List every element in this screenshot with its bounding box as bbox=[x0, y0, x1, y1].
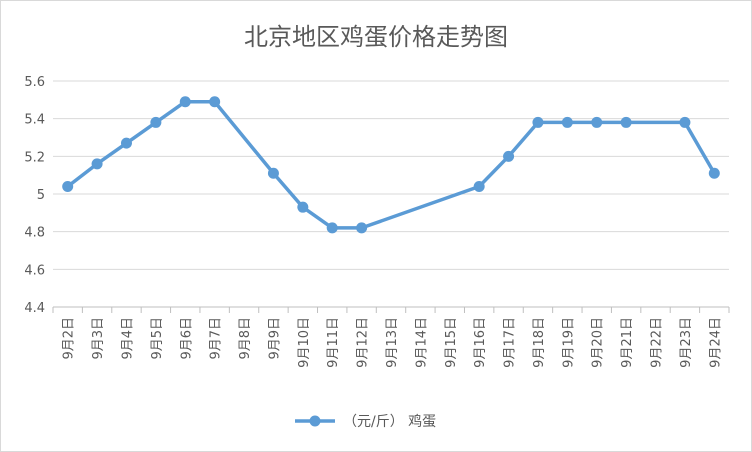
x-tick-label: 9月11日 bbox=[326, 317, 341, 368]
y-tick-label: 4.8 bbox=[24, 226, 45, 241]
y-tick-label: 4.4 bbox=[24, 301, 45, 316]
x-tick-label: 9月14日 bbox=[414, 317, 429, 368]
legend-marker bbox=[309, 415, 321, 427]
legend: （元/斤） 鸡蛋 bbox=[295, 413, 436, 430]
x-tick-label: 9月19日 bbox=[561, 317, 576, 368]
y-axis-ticks: 4.4 4.6 4.8 5 5.2 5.4 5.6 bbox=[24, 75, 45, 316]
data-point bbox=[267, 167, 279, 179]
gridlines bbox=[53, 80, 729, 308]
data-point bbox=[503, 150, 515, 162]
x-tick-label: 9月24日 bbox=[708, 317, 723, 368]
data-point bbox=[150, 116, 162, 128]
data-point bbox=[326, 222, 338, 234]
legend-label: （元/斤） 鸡蛋 bbox=[343, 413, 436, 430]
x-tick-label: 9月10日 bbox=[297, 317, 312, 368]
y-tick-label: 5.2 bbox=[24, 150, 45, 165]
data-point bbox=[620, 116, 632, 128]
x-tick-label: 9月17日 bbox=[503, 317, 518, 368]
data-point bbox=[532, 116, 544, 128]
x-tick-label: 9月13日 bbox=[385, 317, 400, 368]
data-point bbox=[679, 116, 691, 128]
data-point bbox=[209, 96, 221, 108]
data-point bbox=[120, 137, 132, 149]
series-layer bbox=[62, 96, 720, 234]
y-tick-label: 4.6 bbox=[24, 263, 45, 278]
data-point bbox=[91, 158, 103, 170]
data-point bbox=[591, 116, 603, 128]
y-tick-label: 5.4 bbox=[24, 113, 45, 128]
chart-title: 北京地区鸡蛋价格走势图 bbox=[244, 23, 508, 51]
data-point bbox=[297, 201, 309, 213]
y-tick-label: 5 bbox=[37, 188, 45, 203]
data-point bbox=[179, 96, 191, 108]
x-tick-label: 9月22日 bbox=[650, 317, 665, 368]
x-tick-label: 9月6日 bbox=[179, 317, 194, 360]
data-point bbox=[708, 167, 720, 179]
series-line bbox=[66, 99, 716, 230]
x-tick-label: 9月2日 bbox=[62, 317, 77, 360]
x-tick-label: 9月15日 bbox=[444, 317, 459, 368]
data-point bbox=[473, 180, 485, 192]
data-point bbox=[62, 180, 74, 192]
data-point bbox=[561, 116, 573, 128]
x-tick-label: 9月7日 bbox=[209, 317, 224, 360]
x-tick-label: 9月18日 bbox=[532, 317, 547, 368]
x-axis-ticks: 9月2日 9月3日 9月4日 9月5日 9月6日 9月7日 9月8日 9月9日 9月10日 9月1… bbox=[52, 307, 730, 368]
y-tick-label: 5.6 bbox=[24, 75, 45, 90]
x-tick-label: 9月20日 bbox=[591, 317, 606, 368]
x-tick-label: 9月4日 bbox=[120, 317, 135, 360]
x-tick-label: 9月16日 bbox=[473, 317, 488, 368]
x-tick-label: 9月3日 bbox=[91, 317, 106, 360]
data-point bbox=[356, 222, 368, 234]
x-tick-label: 9月8日 bbox=[238, 317, 253, 360]
x-tick-label: 9月12日 bbox=[356, 317, 371, 368]
x-tick-label: 9月23日 bbox=[679, 317, 694, 368]
x-tick-label: 9月5日 bbox=[150, 317, 165, 360]
x-tick-label: 9月21日 bbox=[620, 317, 635, 368]
x-tick-label: 9月9日 bbox=[267, 317, 282, 360]
